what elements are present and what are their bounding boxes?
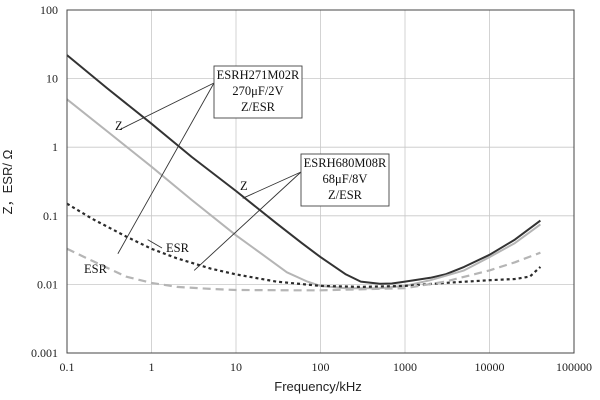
x-tick-label: 10000	[475, 360, 505, 374]
x-tick-label: 10	[230, 360, 242, 374]
annotation-box-esrh680: ESRH680M08R 68μF/8V Z/ESR	[300, 153, 390, 207]
y-tick-label: 0.01	[37, 277, 58, 291]
x-tick-label: 0.1	[60, 360, 75, 374]
leader-line	[193, 171, 302, 271]
leader-line	[117, 82, 215, 254]
y-axis-title: Z，ESR/ Ω	[0, 149, 15, 214]
y-tick-label: 0.1	[43, 209, 58, 223]
series-line-3	[66, 247, 541, 292]
y-tick-labels: 0.001 0.01 0.1 1 10 100	[31, 3, 58, 360]
annotation-1-line-2: 270μF/2V	[232, 84, 283, 98]
x-tick-label: 1	[149, 360, 155, 374]
series-group	[66, 54, 542, 292]
y-tick-label: 0.001	[31, 346, 58, 360]
curve-label-esr-2: ESR	[84, 262, 108, 276]
curve-label-z-2: Z	[240, 179, 248, 193]
callout-lines	[117, 82, 302, 271]
annotation-box-esrh271: ESRH271M02R 270μF/2V Z/ESR	[213, 65, 303, 119]
leader-line	[242, 171, 302, 199]
annotation-2-line-2: 68μF/8V	[323, 172, 368, 186]
series-line-1	[66, 98, 541, 290]
x-tick-label: 100000	[556, 360, 592, 374]
plot-frame	[66, 9, 575, 354]
y-tick-label: 100	[40, 3, 58, 17]
y-tick-label: 1	[52, 140, 58, 154]
annotation-1-line-3: Z/ESR	[241, 100, 276, 114]
leader-line	[147, 239, 163, 249]
curve-label-z-1: Z	[115, 119, 123, 133]
y-tick-label: 10	[46, 72, 58, 86]
annotation-2-line-3: Z/ESR	[328, 188, 363, 202]
x-tick-labels: 0.1 1 10 100 1000 10000 100000	[60, 360, 593, 374]
annotation-1-line-1: ESRH271M02R	[217, 68, 300, 82]
series-line-0	[66, 54, 541, 285]
x-axis-title: Frequency/kHz	[274, 379, 361, 394]
leader-line	[119, 82, 215, 131]
annotation-2-line-1: ESRH680M08R	[304, 156, 387, 170]
curve-label-esr-1: ESR	[166, 241, 190, 255]
x-tick-label: 1000	[393, 360, 417, 374]
series-line-2	[66, 202, 542, 288]
x-tick-label: 100	[312, 360, 330, 374]
